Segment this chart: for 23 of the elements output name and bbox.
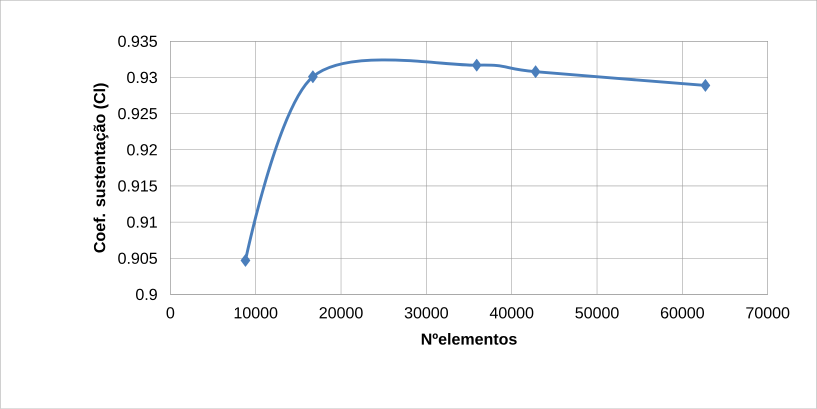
y-tick-label: 0.93 xyxy=(127,72,157,84)
point xyxy=(472,58,482,72)
x-axis-title: Nºelementos xyxy=(422,333,517,345)
point xyxy=(700,79,710,92)
y-axis-title: Coef. sustentação (Cl) xyxy=(94,84,108,253)
y-tick-label: 0.925 xyxy=(118,108,157,120)
x-tick-label: 30000 xyxy=(404,307,448,319)
y-tick-label: 0.9 xyxy=(136,288,157,300)
point xyxy=(240,254,250,267)
x-tick-label: 20000 xyxy=(320,307,363,319)
x-tick-label: 40000 xyxy=(490,307,534,319)
x-tick-label: 70000 xyxy=(746,307,790,319)
x-tick-label: 0 xyxy=(166,307,174,319)
x-tick-label: 60000 xyxy=(660,307,704,319)
point xyxy=(308,70,318,84)
y-tick-label: 0.92 xyxy=(127,144,157,156)
point xyxy=(530,65,540,78)
y-tick-label: 0.935 xyxy=(118,36,157,48)
y-tick-label: 0.915 xyxy=(118,180,157,192)
y-tick-label: 0.91 xyxy=(127,216,157,228)
x-tick-label: 10000 xyxy=(234,307,278,319)
y-tick-label: 0.905 xyxy=(118,252,157,264)
x-tick-label: 50000 xyxy=(575,307,619,319)
